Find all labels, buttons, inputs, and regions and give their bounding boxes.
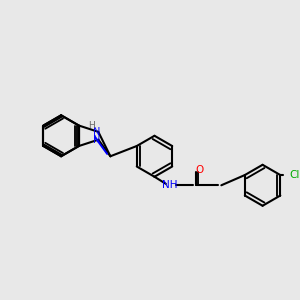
Text: H: H xyxy=(88,121,94,130)
Text: N: N xyxy=(93,127,100,137)
Text: NH: NH xyxy=(162,180,178,190)
Text: Cl: Cl xyxy=(290,170,300,180)
Text: N: N xyxy=(93,135,100,145)
Text: O: O xyxy=(196,165,204,175)
